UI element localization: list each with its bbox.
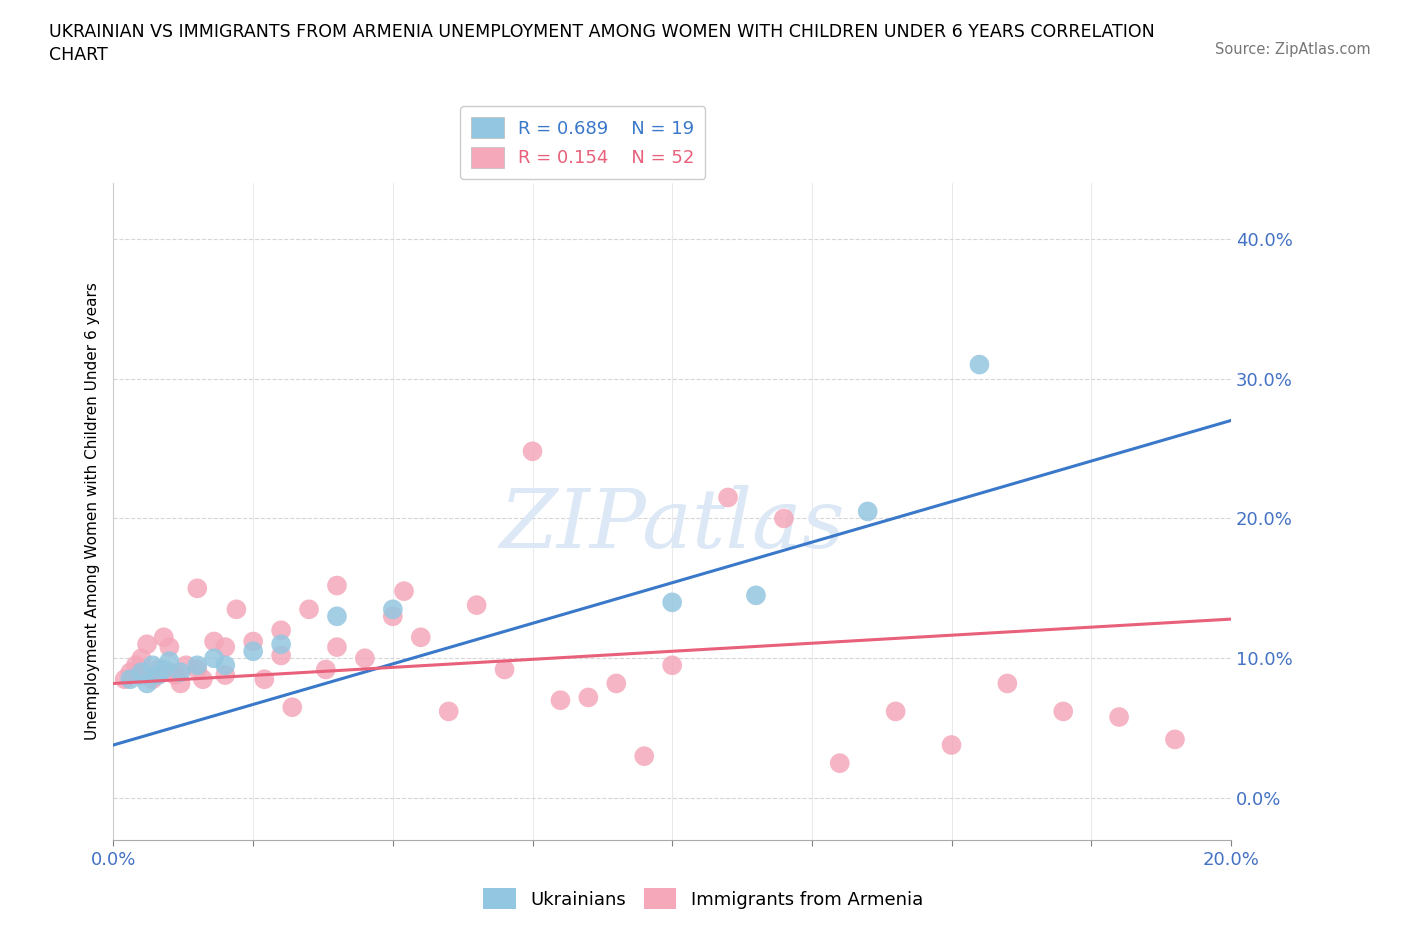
- Legend: R = 0.689    N = 19, R = 0.154    N = 52: R = 0.689 N = 19, R = 0.154 N = 52: [460, 106, 706, 179]
- Point: [142, 658, 165, 672]
- Point: [214, 640, 236, 655]
- Point: [1052, 704, 1074, 719]
- Point: [120, 671, 142, 686]
- Point: [202, 651, 225, 666]
- Point: [717, 490, 740, 505]
- Point: [354, 651, 377, 666]
- Point: [148, 668, 170, 683]
- Point: [281, 699, 304, 714]
- Text: Source: ZipAtlas.com: Source: ZipAtlas.com: [1215, 42, 1371, 57]
- Point: [437, 704, 460, 719]
- Point: [152, 630, 174, 644]
- Point: [169, 676, 191, 691]
- Point: [326, 578, 349, 593]
- Point: [995, 676, 1018, 691]
- Point: [494, 662, 516, 677]
- Point: [174, 658, 197, 672]
- Point: [661, 595, 683, 610]
- Point: [157, 665, 180, 680]
- Point: [131, 665, 153, 680]
- Point: [242, 634, 264, 649]
- Point: [298, 602, 321, 617]
- Y-axis label: Unemployment Among Women with Children Under 6 years: Unemployment Among Women with Children U…: [86, 283, 100, 740]
- Point: [114, 671, 136, 686]
- Point: [326, 609, 349, 624]
- Point: [409, 630, 432, 644]
- Point: [125, 658, 148, 672]
- Point: [225, 602, 247, 617]
- Point: [315, 662, 337, 677]
- Point: [148, 662, 170, 677]
- Legend: Ukrainians, Immigrants from Armenia: Ukrainians, Immigrants from Armenia: [475, 881, 931, 916]
- Point: [214, 668, 236, 683]
- Point: [828, 756, 851, 771]
- Point: [186, 662, 208, 677]
- Point: [157, 654, 180, 669]
- Point: [381, 602, 404, 617]
- Point: [550, 693, 572, 708]
- Point: [186, 658, 208, 672]
- Text: ZIPatlas: ZIPatlas: [499, 485, 845, 565]
- Point: [969, 357, 991, 372]
- Point: [773, 511, 796, 525]
- Point: [270, 637, 292, 652]
- Point: [856, 504, 879, 519]
- Point: [326, 640, 349, 655]
- Point: [941, 737, 963, 752]
- Point: [253, 671, 276, 686]
- Point: [120, 665, 142, 680]
- Point: [131, 668, 153, 683]
- Point: [152, 662, 174, 677]
- Text: UKRAINIAN VS IMMIGRANTS FROM ARMENIA UNEMPLOYMENT AMONG WOMEN WITH CHILDREN UNDE: UKRAINIAN VS IMMIGRANTS FROM ARMENIA UNE…: [49, 23, 1154, 41]
- Point: [131, 651, 153, 666]
- Point: [576, 690, 599, 705]
- Point: [1164, 732, 1187, 747]
- Point: [465, 598, 488, 613]
- Point: [202, 634, 225, 649]
- Point: [163, 668, 186, 683]
- Point: [136, 676, 159, 691]
- Point: [884, 704, 907, 719]
- Point: [392, 584, 415, 599]
- Point: [242, 644, 264, 658]
- Point: [522, 444, 544, 458]
- Point: [381, 609, 404, 624]
- Point: [157, 640, 180, 655]
- Text: CHART: CHART: [49, 46, 108, 64]
- Point: [142, 671, 165, 686]
- Point: [214, 658, 236, 672]
- Point: [745, 588, 768, 603]
- Point: [136, 637, 159, 652]
- Point: [633, 749, 655, 764]
- Point: [605, 676, 627, 691]
- Point: [270, 623, 292, 638]
- Point: [1108, 710, 1130, 724]
- Point: [270, 648, 292, 663]
- Point: [186, 581, 208, 596]
- Point: [191, 671, 214, 686]
- Point: [661, 658, 683, 672]
- Point: [169, 665, 191, 680]
